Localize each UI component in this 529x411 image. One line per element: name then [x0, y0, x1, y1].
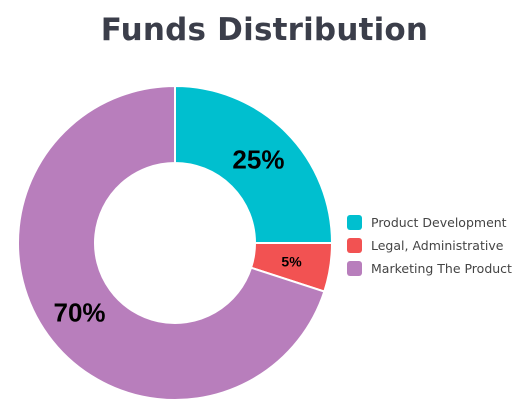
legend-swatch	[347, 261, 362, 276]
slice-label: 5%	[281, 253, 302, 269]
legend-item-legal-administrative[interactable]: Legal, Administrative	[347, 234, 512, 257]
legend-swatch	[347, 215, 362, 230]
slice-marketing-the-product[interactable]	[17, 84, 326, 401]
legend: Product Development Legal, Administrativ…	[347, 211, 512, 280]
donut-slices	[17, 84, 334, 401]
legend-item-marketing-the-product[interactable]: Marketing The Product	[347, 257, 512, 280]
slice-product-development[interactable]	[174, 84, 334, 244]
legend-label: Legal, Administrative	[371, 238, 504, 253]
slice-labels: 25% 5% 70%	[54, 145, 303, 328]
legend-swatch	[347, 238, 362, 253]
slice-label: 25%	[232, 145, 284, 175]
legend-label: Product Development	[371, 215, 507, 230]
slice-label: 70%	[54, 297, 106, 327]
chart-title: Funds Distribution	[100, 12, 429, 48]
legend-item-product-development[interactable]: Product Development	[347, 211, 512, 234]
legend-label: Marketing The Product	[371, 261, 512, 276]
